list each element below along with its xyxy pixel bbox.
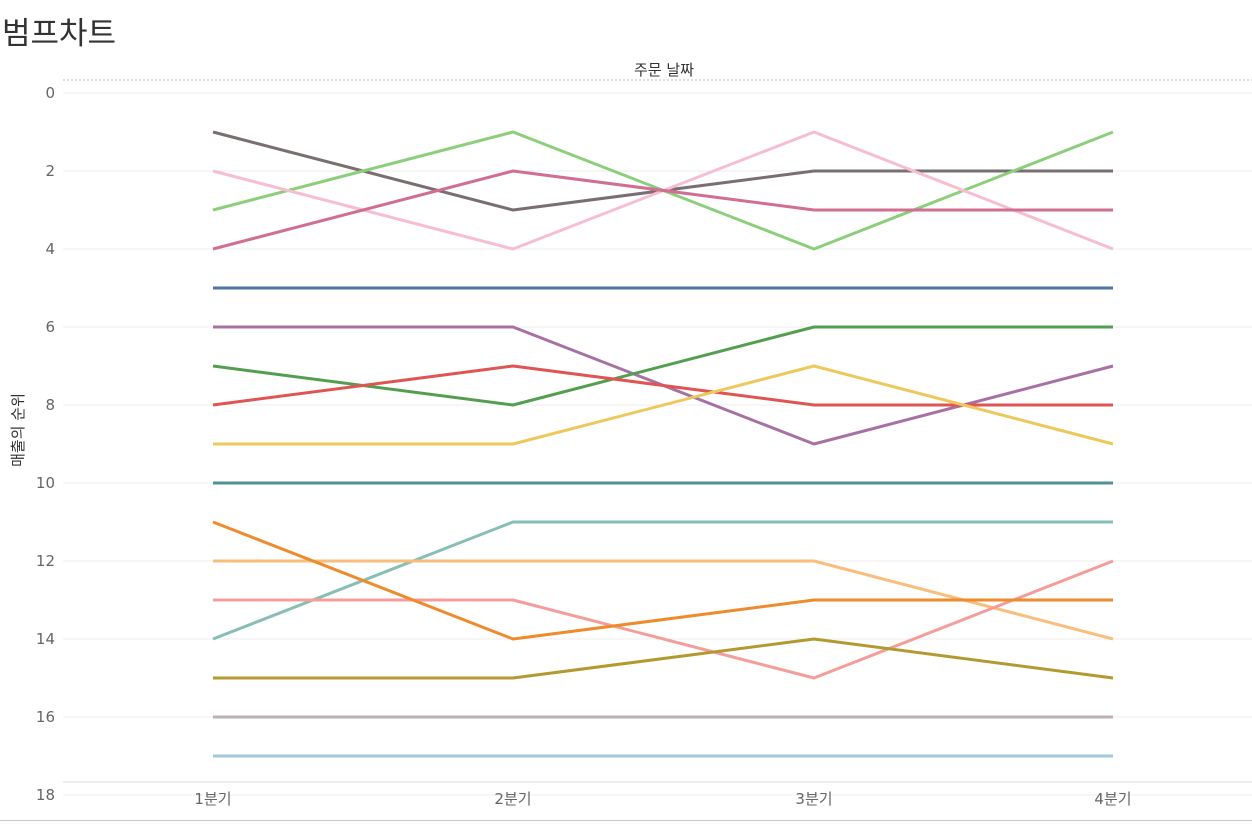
y-tick-label: 10 xyxy=(36,474,55,492)
series-line[interactable] xyxy=(212,520,1113,641)
x-tick-label: 3분기 xyxy=(795,790,832,808)
x-tick-label: 2분기 xyxy=(494,790,531,808)
y-tick-label: 8 xyxy=(45,396,55,414)
series-line[interactable] xyxy=(212,325,1113,407)
series-line[interactable] xyxy=(213,559,1114,680)
y-tick-label: 4 xyxy=(45,240,55,258)
y-axis-title: 매출의 순위 xyxy=(9,393,27,467)
x-tick-label: 4분기 xyxy=(1094,790,1131,808)
bottom-divider xyxy=(0,820,1252,821)
x-tick-label: 1분기 xyxy=(194,790,231,808)
series-line[interactable] xyxy=(212,520,1113,641)
x-axis-ticks: 1분기 2분기 3분기 4분기 xyxy=(194,790,1131,808)
series-lines[interactable] xyxy=(212,130,1114,758)
y-tick-label: 2 xyxy=(45,162,55,180)
y-tick-label: 18 xyxy=(36,786,55,804)
y-tick-label: 12 xyxy=(36,552,55,570)
series-line[interactable] xyxy=(213,637,1114,680)
chart-title: 범프차트 xyxy=(2,16,117,52)
y-tick-label: 16 xyxy=(36,708,55,726)
series-line[interactable] xyxy=(212,169,1113,251)
series-line[interactable] xyxy=(213,364,1114,446)
series-line[interactable] xyxy=(212,364,1113,407)
y-axis-ticks: 0 2 4 6 8 10 12 14 16 18 xyxy=(36,84,55,804)
y-tick-label: 6 xyxy=(45,318,55,336)
y-tick-label: 0 xyxy=(45,84,55,102)
y-tick-label: 14 xyxy=(36,630,55,648)
column-header-label: 주문 날짜 xyxy=(634,61,694,79)
